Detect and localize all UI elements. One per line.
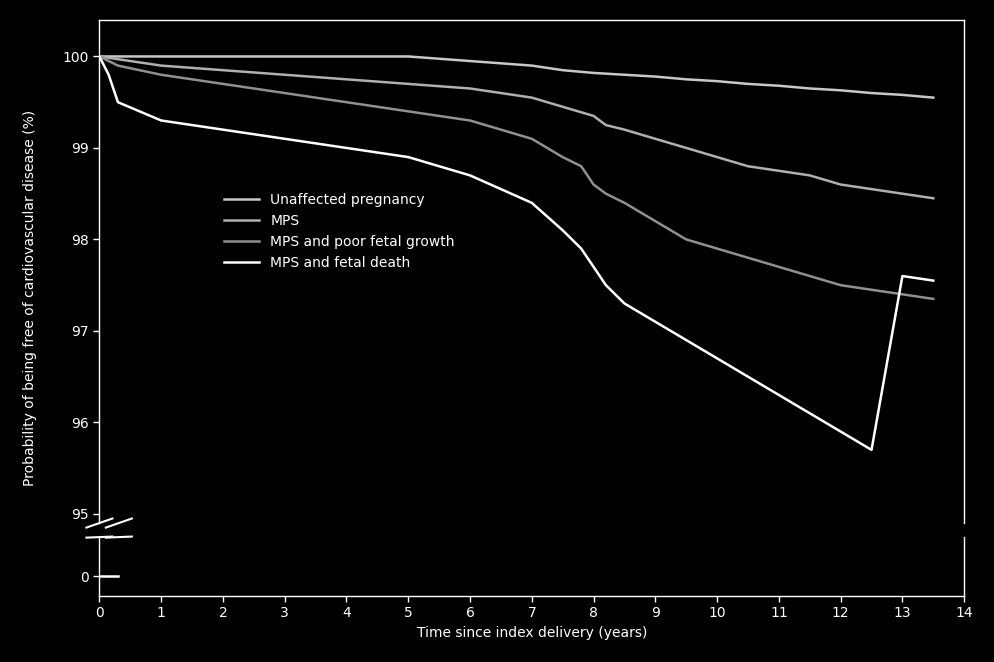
X-axis label: Time since index delivery (years): Time since index delivery (years): [416, 626, 647, 639]
Text: Probability of being free of cardiovascular disease (%): Probability of being free of cardiovascu…: [23, 110, 37, 486]
Legend: Unaffected pregnancy, MPS, MPS and poor fetal growth, MPS and fetal death: Unaffected pregnancy, MPS, MPS and poor …: [219, 187, 460, 275]
